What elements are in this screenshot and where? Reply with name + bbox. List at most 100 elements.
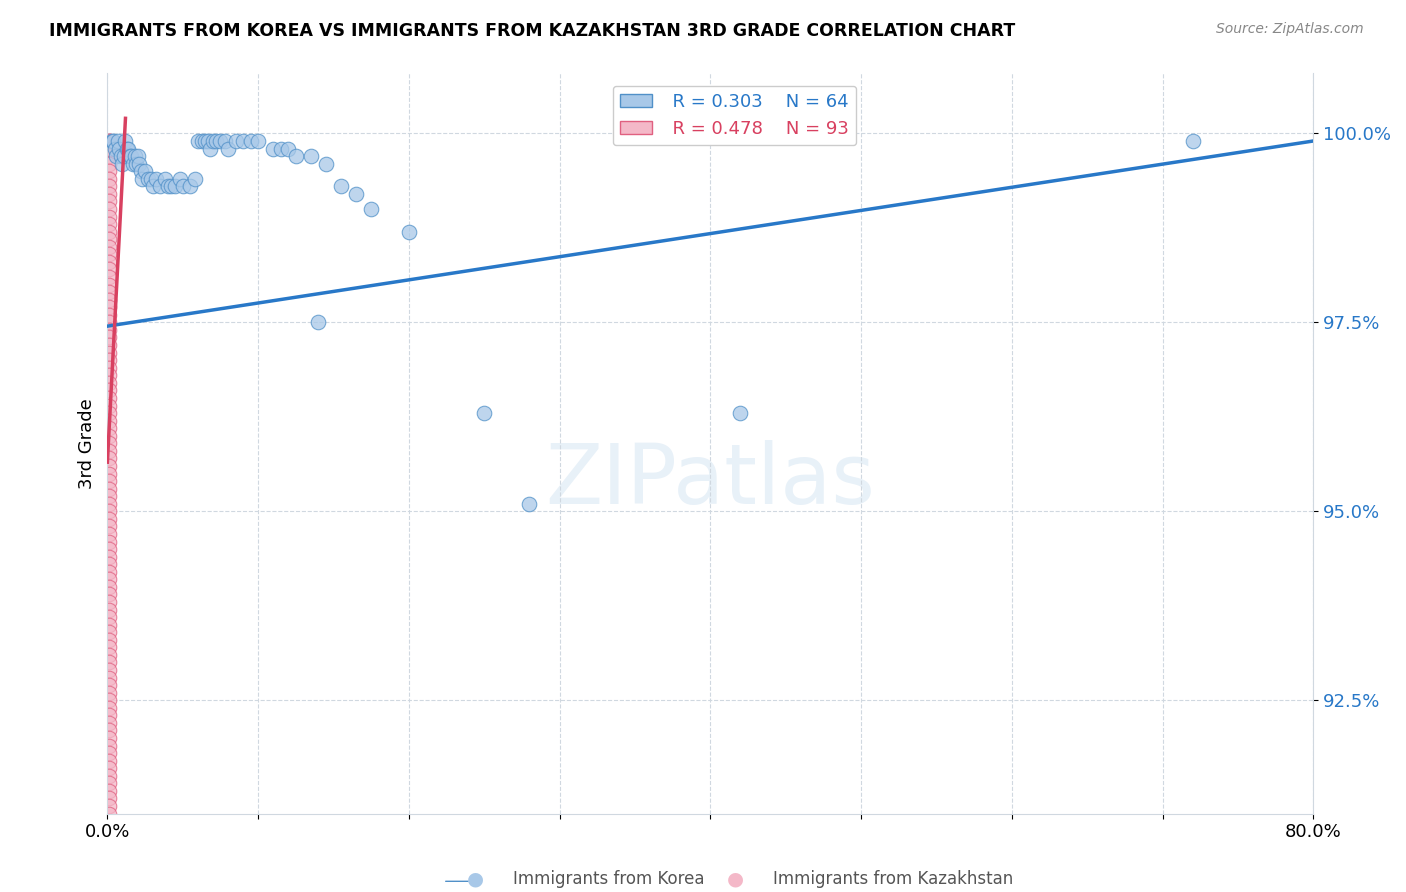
Point: [165, 179, 187, 194]
Point: [1181, 134, 1204, 148]
Point: [217, 142, 239, 156]
Point: [97, 671, 120, 685]
Point: [97, 482, 120, 496]
Point: [97, 754, 120, 768]
Text: IMMIGRANTS FROM KOREA VS IMMIGRANTS FROM KAZAKHSTAN 3RD GRADE CORRELATION CHART: IMMIGRANTS FROM KOREA VS IMMIGRANTS FROM…: [49, 22, 1015, 40]
Point: [97, 399, 120, 413]
Point: [134, 164, 156, 178]
Point: [97, 663, 120, 677]
Point: [97, 648, 120, 662]
Point: [270, 142, 292, 156]
Point: [124, 149, 146, 163]
Point: [232, 134, 254, 148]
Point: [97, 353, 120, 368]
Point: [128, 156, 150, 170]
Point: [97, 708, 120, 723]
Point: [122, 156, 145, 170]
Point: [97, 164, 120, 178]
Point: [97, 512, 120, 526]
Point: [117, 142, 139, 156]
Point: [97, 656, 120, 670]
Point: [97, 443, 120, 458]
Point: [97, 171, 120, 186]
Point: [97, 527, 120, 541]
Point: [136, 171, 159, 186]
Point: [97, 421, 120, 435]
Point: [299, 149, 322, 163]
Point: [97, 202, 120, 216]
Point: [398, 225, 420, 239]
Point: [118, 149, 141, 163]
Point: [97, 467, 120, 481]
Point: [112, 149, 135, 163]
Point: [519, 497, 541, 511]
Point: [104, 142, 127, 156]
Point: [97, 270, 120, 285]
Point: [97, 134, 120, 148]
Point: [127, 149, 149, 163]
Point: [225, 134, 247, 148]
Point: [97, 784, 120, 798]
Point: [97, 345, 120, 359]
Point: [97, 602, 120, 616]
Point: [184, 171, 207, 186]
Point: [187, 134, 209, 148]
Legend:   R = 0.303    N = 64,   R = 0.478    N = 93: R = 0.303 N = 64, R = 0.478 N = 93: [613, 86, 856, 145]
Point: [105, 149, 128, 163]
Point: [131, 171, 153, 186]
Point: [97, 723, 120, 738]
Point: [97, 715, 120, 730]
Point: [156, 179, 179, 194]
Point: [97, 255, 120, 269]
Point: [201, 134, 224, 148]
Point: [97, 769, 120, 783]
Point: [247, 134, 270, 148]
Point: [97, 149, 120, 163]
Point: [97, 640, 120, 655]
Point: [101, 134, 124, 148]
Point: [97, 293, 120, 307]
Point: [172, 179, 194, 194]
Point: [730, 406, 752, 420]
Text: ●: ●: [727, 869, 744, 888]
Point: [197, 134, 219, 148]
Point: [97, 360, 120, 375]
Point: [97, 330, 120, 344]
Point: [214, 134, 236, 148]
Point: [97, 610, 120, 624]
Text: Immigrants from Kazakhstan: Immigrants from Kazakhstan: [773, 870, 1014, 888]
Point: [97, 776, 120, 790]
Point: [97, 436, 120, 450]
Point: [97, 799, 120, 814]
Point: [97, 746, 120, 760]
Point: [239, 134, 262, 148]
Point: [169, 171, 191, 186]
Point: [97, 338, 120, 352]
Point: [97, 210, 120, 224]
Point: [205, 134, 228, 148]
Point: [179, 179, 201, 194]
Point: [97, 458, 120, 473]
Point: [111, 156, 134, 170]
Point: [97, 731, 120, 745]
Point: [277, 142, 299, 156]
Point: [97, 625, 120, 640]
Point: [125, 156, 148, 170]
Point: [139, 171, 162, 186]
Point: [110, 149, 132, 163]
Point: [129, 164, 152, 178]
Point: [114, 134, 136, 148]
Text: ZIPatlas: ZIPatlas: [546, 440, 876, 521]
Point: [97, 451, 120, 466]
Point: [145, 171, 167, 186]
Point: [284, 149, 307, 163]
Point: [315, 156, 337, 170]
Point: [97, 323, 120, 337]
Point: [97, 587, 120, 601]
Point: [97, 806, 120, 821]
Point: [97, 595, 120, 609]
Point: [97, 632, 120, 647]
Point: [194, 134, 217, 148]
Point: [360, 202, 382, 216]
Point: [97, 240, 120, 254]
